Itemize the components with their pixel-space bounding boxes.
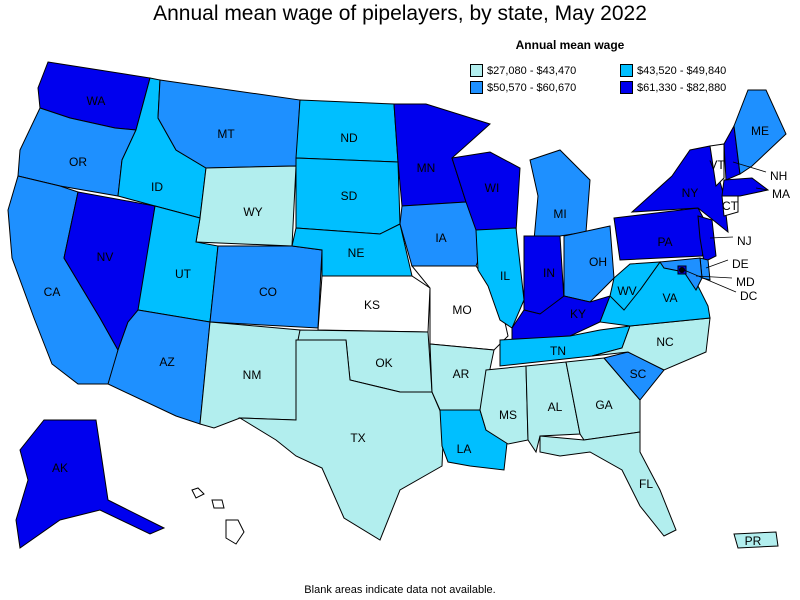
state-label-al: AL — [548, 400, 563, 414]
legend: Annual mean wage $27,080 - $43,470 $43,5… — [470, 38, 726, 94]
state-me — [733, 89, 787, 175]
state-label-ak: AK — [52, 461, 68, 475]
state-nc — [591, 317, 711, 371]
state-label-ms: MS — [499, 408, 517, 422]
state-label-ok: OK — [375, 356, 392, 370]
state-co — [209, 245, 323, 329]
state-label-oh: OH — [589, 255, 607, 269]
state-label-nc: NC — [656, 335, 674, 349]
state-hi — [191, 487, 245, 545]
legend-item-q4: $61,330 - $82,880 — [620, 81, 780, 94]
state-label-vt: VT — [709, 158, 725, 172]
state-label-wi: WI — [485, 181, 500, 195]
footnote: Blank areas indicate data not available. — [304, 584, 496, 596]
dc-marker — [679, 267, 685, 273]
state-label-wy: WY — [243, 205, 262, 219]
state-label-sd: SD — [341, 189, 358, 203]
state-label-ia: IA — [435, 231, 446, 245]
state-label-sc: SC — [630, 367, 647, 381]
state-label-id: ID — [151, 180, 163, 194]
state-label-nm: NM — [243, 368, 262, 382]
state-label-nh: NH — [770, 169, 787, 183]
leader-line-nj — [709, 236, 734, 239]
legend-swatch-q2 — [620, 64, 633, 77]
legend-item-q2: $43,520 - $49,840 — [620, 64, 780, 77]
legend-label-q2: $43,520 - $49,840 — [637, 64, 727, 77]
state-label-de: DE — [732, 257, 749, 271]
state-label-mn: MN — [417, 161, 436, 175]
state-label-ga: GA — [595, 398, 612, 412]
leader-line-ma — [755, 187, 769, 191]
state-ct — [721, 195, 739, 217]
state-label-mo: MO — [452, 303, 471, 317]
state-label-dc: DC — [740, 289, 758, 303]
state-label-az: AZ — [159, 355, 174, 369]
state-label-ks: KS — [364, 298, 380, 312]
state-md — [659, 257, 703, 291]
state-label-nv: NV — [97, 250, 114, 264]
leader-line-md — [695, 275, 733, 279]
state-label-ny: NY — [682, 186, 699, 200]
legend-item-q3: $50,570 - $60,670 — [470, 81, 620, 94]
legend-item-q1: $27,080 - $43,470 — [470, 64, 620, 77]
state-ks — [317, 275, 431, 333]
leader-line-dc — [683, 269, 737, 293]
state-label-md: MD — [736, 275, 755, 289]
legend-label-q4: $61,330 - $82,880 — [637, 81, 727, 94]
state-pa — [613, 207, 713, 261]
state-label-pa: PA — [657, 235, 672, 249]
state-label-mt: MT — [217, 127, 235, 141]
state-pr — [733, 531, 779, 549]
state-il — [475, 227, 525, 329]
legend-swatch-q3 — [470, 81, 483, 94]
state-label-va: VA — [662, 291, 677, 305]
state-label-wa: WA — [87, 94, 106, 108]
state-label-ky: KY — [570, 307, 586, 321]
state-label-me: ME — [751, 124, 769, 138]
state-label-co: CO — [259, 285, 277, 299]
state-label-ne: NE — [348, 246, 365, 260]
legend-label-q3: $50,570 - $60,670 — [487, 81, 577, 94]
state-vt — [709, 143, 725, 188]
leader-line-de — [705, 259, 729, 269]
state-label-ma: MA — [772, 187, 790, 201]
state-label-nj: NJ — [737, 234, 752, 248]
leader-line-nh — [732, 161, 767, 173]
map-title: Annual mean wage of pipelayers, by state… — [153, 2, 647, 25]
state-wy — [195, 165, 297, 247]
state-label-ca: CA — [44, 285, 61, 299]
state-fl — [539, 431, 677, 537]
state-ak — [15, 419, 166, 549]
legend-swatch-q4 — [620, 81, 633, 94]
state-label-il: IL — [500, 269, 510, 283]
state-oh — [563, 225, 615, 303]
state-label-tn: TN — [550, 344, 566, 358]
state-label-ut: UT — [175, 267, 192, 281]
state-label-or: OR — [69, 155, 87, 169]
state-label-pr: PR — [745, 534, 762, 548]
legend-label-q1: $27,080 - $43,470 — [487, 64, 577, 77]
state-label-ar: AR — [453, 367, 470, 381]
legend-swatch-q1 — [470, 64, 483, 77]
state-label-tx: TX — [350, 431, 365, 445]
state-label-ct: CT — [722, 199, 739, 213]
state-label-in: IN — [543, 266, 555, 280]
state-label-la: LA — [457, 442, 472, 456]
state-label-nd: ND — [340, 131, 358, 145]
state-mi — [529, 149, 591, 241]
state-label-wv: WV — [617, 284, 636, 298]
legend-title: Annual mean wage — [515, 38, 625, 52]
state-tx — [238, 339, 445, 541]
state-ma — [721, 177, 770, 197]
state-nj — [697, 215, 717, 263]
state-label-mi: MI — [553, 207, 566, 221]
state-label-fl: FL — [639, 477, 653, 491]
